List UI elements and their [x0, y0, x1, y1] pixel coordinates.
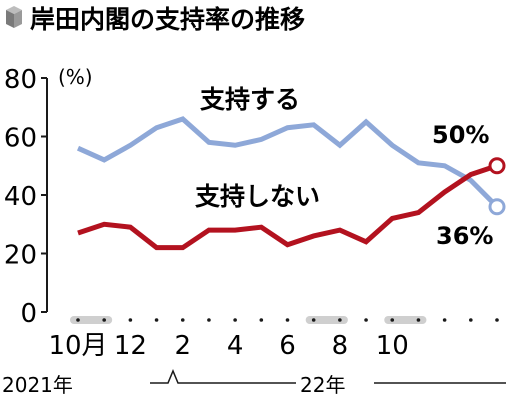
x-tick-label: 4: [227, 331, 244, 361]
x-tick-dot: [311, 318, 316, 322]
x-tick-dot: [259, 318, 264, 322]
year-label-2021: 2021年: [2, 373, 73, 397]
support-line: [76, 116, 499, 209]
x-tick-dot: [390, 318, 395, 322]
x-tick-dot: [364, 318, 368, 322]
x-tick-label: 6: [279, 331, 296, 361]
y-tick-label: 80: [4, 65, 37, 95]
series-label-support: 支持する: [200, 85, 300, 114]
year-label-2022: 22年: [300, 373, 345, 397]
chart-title: 岸田内閣の支持率の推移: [30, 5, 305, 34]
y-tick-label: 60: [4, 124, 37, 154]
x-tick-dot: [442, 318, 447, 322]
x-tick-dot: [495, 318, 499, 322]
year-divider-line: [150, 369, 296, 384]
y-tick-label: 20: [4, 241, 37, 271]
x-tick-dot: [207, 318, 211, 322]
x-tick-dot: [76, 318, 80, 322]
x-tick-dot: [233, 318, 237, 322]
x-tick-dot: [469, 318, 473, 322]
y-tick-label: 0: [20, 299, 37, 329]
x-tick-label: 10月: [48, 331, 107, 361]
x-tick-dot: [416, 318, 421, 322]
support-end-point: [488, 198, 506, 216]
x-tick-dot: [102, 318, 106, 322]
month-range-marker: [384, 316, 427, 324]
y-axis-unit-label: (%): [58, 65, 93, 89]
x-tick-dot: [285, 318, 290, 322]
x-tick-label: 10: [376, 331, 409, 361]
month-range-marker: [70, 316, 113, 324]
nonsupport-end-point: [488, 157, 506, 175]
month-range-marker: [305, 316, 348, 324]
y-tick-label: 40: [4, 182, 37, 212]
x-tick-dot: [338, 318, 342, 322]
end-label-support: 36%: [436, 222, 493, 250]
x-tick-label: 8: [332, 331, 349, 361]
end-label-nonsupport: 50%: [432, 121, 489, 149]
x-tick-dot: [154, 318, 159, 322]
cube-icon: [6, 6, 22, 28]
x-tick-dot: [180, 318, 185, 322]
nonsupport-line: [77, 163, 498, 251]
x-tick-label: 2: [174, 331, 191, 361]
x-tick-label: 12: [114, 331, 147, 361]
x-tick-dot: [128, 318, 133, 322]
series-label-nonsupport: 支持しない: [195, 182, 320, 211]
